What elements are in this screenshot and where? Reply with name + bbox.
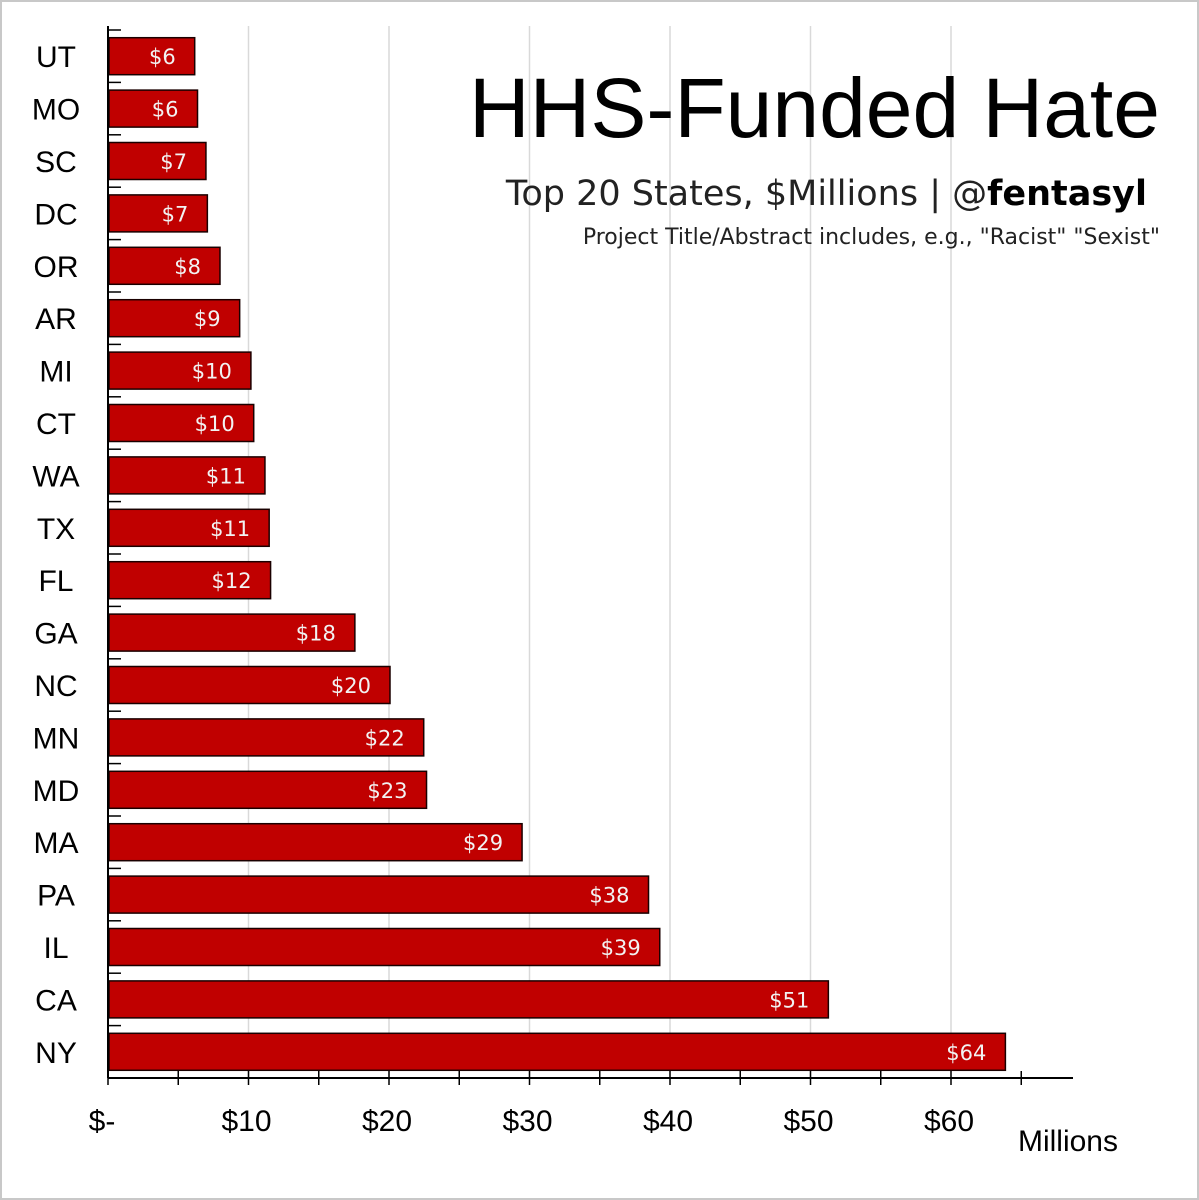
x-tick-label-6: $60 [924,1105,974,1138]
category-label-or: OR [34,251,79,284]
data-label-nc: $20 [331,674,371,698]
category-label-pa: PA [37,880,75,913]
category-label-mo: MO [32,94,80,127]
x-tick-label-5: $50 [783,1105,833,1138]
chart-title: HHS-Funded Hate [469,61,1160,155]
bar-wa [108,456,266,495]
data-label-ut: $6 [149,45,176,69]
data-label-dc: $7 [162,202,189,226]
category-label-wa: WA [32,460,79,493]
bar-ct [108,403,255,443]
category-label-mi: MI [39,356,72,389]
chart-subtitle: Top 20 States, $Millions | @fentasyl [505,174,1147,214]
data-label-ma: $29 [463,831,503,855]
category-label-nc: NC [34,670,77,703]
category-label-ar: AR [35,303,77,336]
bar-sc [108,141,207,181]
data-label-il: $39 [601,936,641,960]
subtitle-handle: fentasyl [987,174,1147,214]
bar-md [108,770,428,810]
category-label-fl: FL [38,565,73,598]
x-axis-unit-label: Millions [1018,1125,1118,1158]
x-tick-label-0: $- [89,1105,116,1138]
data-label-mi: $10 [192,360,232,384]
data-label-ar: $9 [194,307,221,331]
category-label-ct: CT [36,408,76,441]
chart-note: Project Title/Abstract includes, e.g., "… [583,225,1160,250]
bar-ut [108,36,196,76]
category-label-ca: CA [35,984,77,1017]
data-label-mn: $22 [365,726,405,750]
bar-fl [108,560,272,600]
data-label-ct: $10 [195,412,235,436]
bar-ny [108,1032,1007,1072]
data-label-ca: $51 [769,988,809,1012]
x-tick-label-4: $40 [643,1105,693,1138]
category-label-ut: UT [36,41,76,74]
data-label-tx: $11 [210,517,250,541]
x-tick-label-1: $10 [221,1105,271,1138]
subtitle-text: Top 20 States, $Millions | @ [505,174,987,214]
data-label-wa: $11 [206,464,246,488]
category-label-dc: DC [34,198,77,231]
data-label-ny: $64 [946,1041,986,1065]
category-label-ma: MA [34,827,79,860]
x-tick-label-2: $20 [362,1105,412,1138]
data-label-md: $23 [367,779,407,803]
bar-mo [108,89,199,128]
bar-or [108,246,221,286]
bar-pa [108,875,650,914]
data-label-fl: $12 [211,569,251,593]
bar-tx [108,508,270,548]
data-label-pa: $38 [589,884,629,908]
bar-mi [108,351,252,390]
bars: $6 $6 $7 $7 $8 $9 $10 $10 $11 $11 $12 $18 $20 $22 $23 $… [108,36,1007,1072]
category-label-tx: TX [37,513,75,546]
category-label-ga: GA [34,618,77,651]
bar-ma [108,822,523,862]
x-tick-label-3: $30 [502,1105,552,1138]
category-label-md: MD [33,775,80,808]
bar-ga [108,613,356,652]
category-label-sc: SC [35,146,77,179]
bar-nc [108,665,391,705]
data-label-mo: $6 [152,98,179,122]
bar-dc [108,194,209,233]
category-label-il: IL [43,932,68,965]
axes: UT MO SC DC OR AR MI CT WA TX FL GA NC MN MD MA PA IL CA NY… [32,26,1073,1138]
category-label-mn: MN [33,722,80,755]
data-label-sc: $7 [160,150,187,174]
bar-il [108,927,661,967]
data-label-or: $8 [174,255,201,279]
bar-ca [108,980,830,1019]
data-label-ga: $18 [296,622,336,646]
category-label-ny: NY [35,1037,77,1070]
